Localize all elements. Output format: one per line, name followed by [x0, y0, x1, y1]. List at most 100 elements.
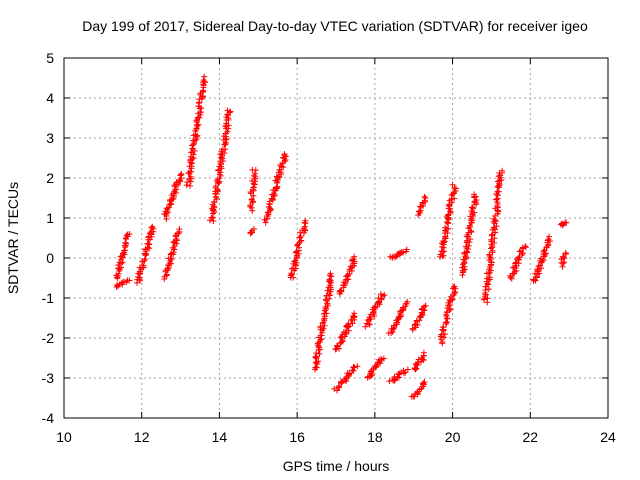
data-point	[249, 166, 256, 173]
data-point	[302, 217, 309, 224]
data-point	[439, 248, 446, 255]
data-point	[200, 77, 207, 84]
data-point	[442, 319, 449, 326]
x-tick-label: 24	[600, 429, 616, 445]
data-point	[323, 292, 330, 299]
data-point	[315, 358, 322, 365]
data-point	[212, 183, 219, 190]
data-point	[354, 363, 361, 370]
data-point	[439, 238, 446, 245]
data-point	[409, 326, 416, 333]
data-point	[351, 364, 358, 371]
data-point	[421, 379, 428, 386]
data-point	[420, 306, 427, 313]
data-point	[442, 233, 449, 240]
data-point	[184, 179, 191, 186]
data-point	[377, 291, 384, 298]
data-point	[265, 203, 272, 210]
data-point	[328, 273, 335, 280]
data-point	[466, 222, 473, 229]
x-tick-label: 14	[212, 429, 228, 445]
y-tick-label: -4	[42, 410, 55, 426]
data-point	[215, 166, 222, 173]
data-point	[350, 312, 357, 319]
data-point	[326, 291, 333, 298]
data-point	[187, 173, 194, 180]
data-point	[530, 276, 537, 283]
data-point	[297, 233, 304, 240]
data-point	[534, 266, 541, 273]
data-point	[163, 271, 170, 278]
data-point	[488, 232, 495, 239]
plot-frame	[63, 57, 609, 419]
data-point	[562, 249, 569, 256]
data-point	[378, 356, 385, 363]
data-point	[544, 237, 551, 244]
data-point	[172, 180, 179, 187]
data-point	[335, 383, 342, 390]
data-point	[137, 277, 144, 284]
data-point	[441, 331, 448, 338]
data-point	[400, 249, 407, 256]
data-point	[467, 227, 474, 234]
data-point	[484, 295, 491, 302]
data-point	[563, 219, 570, 226]
data-point	[120, 278, 127, 285]
data-point	[186, 182, 193, 189]
data-point	[278, 163, 285, 170]
data-point	[196, 96, 203, 103]
data-point	[312, 354, 319, 361]
data-point	[367, 368, 374, 375]
data-point	[176, 226, 183, 233]
data-point	[313, 350, 320, 357]
data-point	[271, 191, 278, 198]
data-point	[370, 309, 377, 316]
data-point	[465, 225, 472, 232]
data-point	[339, 379, 346, 386]
data-point	[164, 265, 171, 272]
data-point	[351, 310, 358, 317]
data-point	[413, 317, 420, 324]
data-point	[439, 326, 446, 333]
data-point	[421, 303, 428, 310]
data-point	[447, 306, 454, 313]
data-point	[342, 329, 349, 336]
x-axis-label: GPS time / hours	[283, 458, 390, 474]
data-point	[126, 230, 133, 237]
data-point	[465, 242, 472, 249]
data-point	[490, 224, 497, 231]
data-point	[537, 255, 544, 262]
data-point	[211, 198, 218, 205]
y-tick-label: 4	[46, 90, 54, 106]
grid-lines	[64, 58, 608, 418]
data-point	[143, 250, 150, 257]
data-point	[452, 185, 459, 192]
data-point	[450, 292, 457, 299]
chart-title: Day 199 of 2017, Sidereal Day-to-day VTE…	[82, 18, 588, 34]
y-tick-label: 3	[46, 130, 54, 146]
data-point	[495, 173, 502, 180]
data-point	[404, 366, 411, 373]
data-point	[191, 140, 198, 147]
data-point	[173, 233, 180, 240]
data-point	[262, 219, 269, 226]
data-point	[140, 262, 147, 269]
data-point	[251, 170, 258, 177]
data-point	[276, 167, 283, 174]
data-point	[118, 253, 125, 260]
data-point	[362, 323, 369, 330]
data-point	[422, 194, 429, 201]
data-point	[178, 170, 185, 177]
data-point	[535, 262, 542, 269]
data-point	[561, 255, 568, 262]
data-point	[451, 283, 458, 290]
data-point	[190, 141, 197, 148]
data-point	[187, 168, 194, 175]
data-point	[486, 251, 493, 258]
data-point	[440, 334, 447, 341]
data-point	[469, 217, 476, 224]
data-point	[374, 299, 381, 306]
data-point	[317, 332, 324, 339]
data-point	[167, 196, 174, 203]
